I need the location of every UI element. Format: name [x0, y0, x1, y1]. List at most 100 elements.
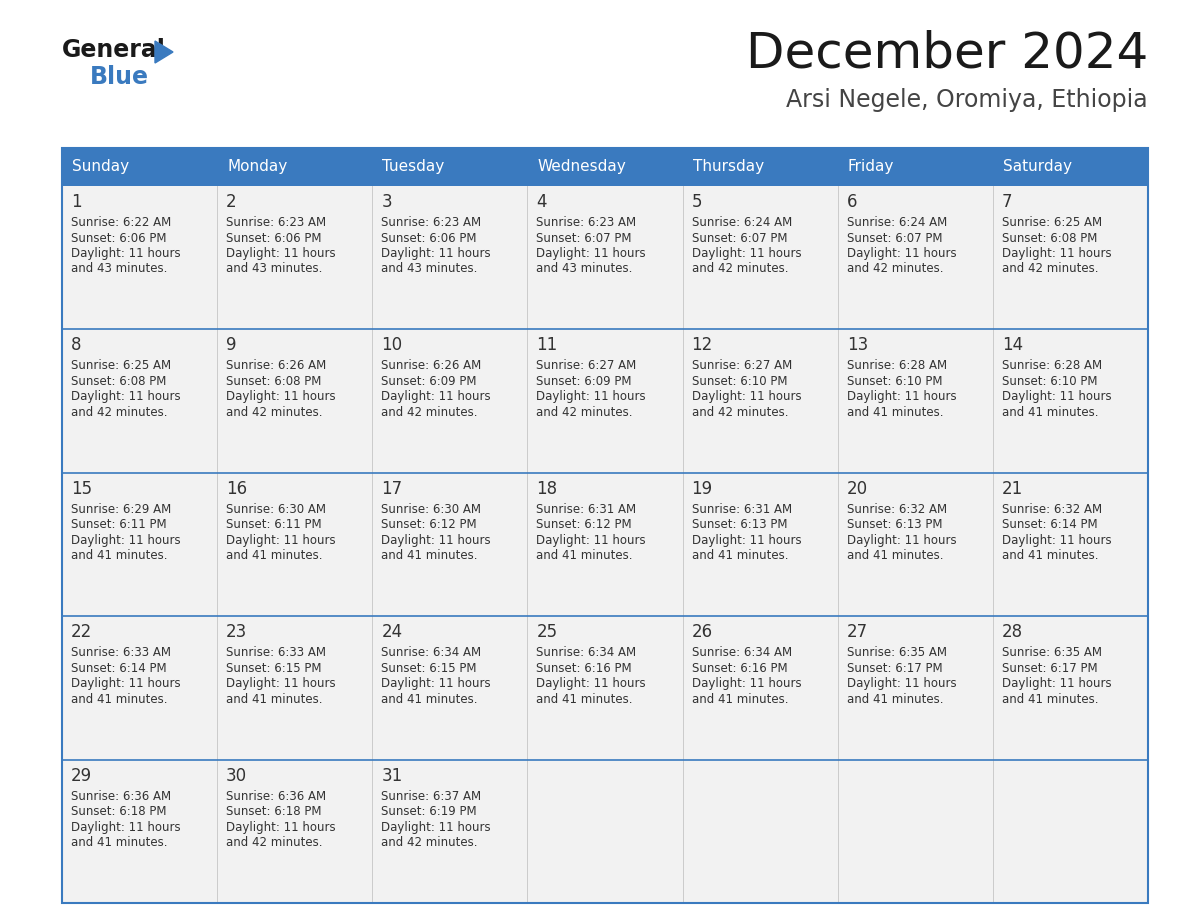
Text: Sunset: 6:16 PM: Sunset: 6:16 PM	[537, 662, 632, 675]
Text: Sunrise: 6:28 AM: Sunrise: 6:28 AM	[847, 360, 947, 373]
Text: 21: 21	[1001, 480, 1023, 498]
Text: 24: 24	[381, 623, 403, 641]
Text: Daylight: 11 hours: Daylight: 11 hours	[691, 677, 801, 690]
Text: Daylight: 11 hours: Daylight: 11 hours	[381, 247, 491, 260]
Text: Daylight: 11 hours: Daylight: 11 hours	[226, 247, 336, 260]
Text: Daylight: 11 hours: Daylight: 11 hours	[1001, 390, 1112, 403]
Text: General: General	[62, 38, 166, 62]
Text: 12: 12	[691, 336, 713, 354]
Text: Sunrise: 6:34 AM: Sunrise: 6:34 AM	[691, 646, 791, 659]
Text: 30: 30	[226, 767, 247, 785]
Text: Sunrise: 6:28 AM: Sunrise: 6:28 AM	[1001, 360, 1102, 373]
Text: and 41 minutes.: and 41 minutes.	[71, 549, 168, 563]
Text: 17: 17	[381, 480, 403, 498]
Text: and 43 minutes.: and 43 minutes.	[537, 263, 633, 275]
Text: Sunrise: 6:26 AM: Sunrise: 6:26 AM	[381, 360, 481, 373]
Text: Sunset: 6:19 PM: Sunset: 6:19 PM	[381, 805, 476, 818]
Text: Sunday: Sunday	[72, 160, 129, 174]
Text: 20: 20	[847, 480, 868, 498]
Text: Daylight: 11 hours: Daylight: 11 hours	[71, 247, 181, 260]
Text: and 41 minutes.: and 41 minutes.	[1001, 406, 1099, 419]
Text: and 43 minutes.: and 43 minutes.	[71, 263, 168, 275]
Text: Sunrise: 6:29 AM: Sunrise: 6:29 AM	[71, 503, 171, 516]
Text: Sunset: 6:09 PM: Sunset: 6:09 PM	[537, 375, 632, 388]
Text: Daylight: 11 hours: Daylight: 11 hours	[847, 247, 956, 260]
Text: 22: 22	[71, 623, 93, 641]
Text: Daylight: 11 hours: Daylight: 11 hours	[691, 390, 801, 403]
Text: 15: 15	[71, 480, 93, 498]
Bar	[62, 186, 217, 330]
Text: Sunset: 6:10 PM: Sunset: 6:10 PM	[1001, 375, 1098, 388]
Text: Daylight: 11 hours: Daylight: 11 hours	[381, 390, 491, 403]
Text: and 42 minutes.: and 42 minutes.	[381, 836, 478, 849]
Bar	[62, 148, 1148, 186]
Bar	[993, 186, 1148, 330]
Text: Sunset: 6:07 PM: Sunset: 6:07 PM	[691, 231, 788, 244]
Text: Sunset: 6:17 PM: Sunset: 6:17 PM	[847, 662, 942, 675]
Text: 19: 19	[691, 480, 713, 498]
Text: 16: 16	[226, 480, 247, 498]
Bar	[372, 759, 527, 903]
Text: and 42 minutes.: and 42 minutes.	[226, 836, 323, 849]
Bar	[527, 330, 683, 473]
Bar	[683, 616, 838, 759]
Text: 6: 6	[847, 193, 858, 211]
Text: Monday: Monday	[227, 160, 287, 174]
Text: Daylight: 11 hours: Daylight: 11 hours	[381, 821, 491, 834]
Text: Sunrise: 6:23 AM: Sunrise: 6:23 AM	[537, 216, 637, 229]
Text: Sunset: 6:06 PM: Sunset: 6:06 PM	[381, 231, 476, 244]
Bar	[62, 616, 217, 759]
Text: and 43 minutes.: and 43 minutes.	[226, 263, 322, 275]
Bar	[372, 473, 527, 616]
Text: and 41 minutes.: and 41 minutes.	[1001, 549, 1099, 563]
Text: Daylight: 11 hours: Daylight: 11 hours	[847, 677, 956, 690]
Text: Sunset: 6:15 PM: Sunset: 6:15 PM	[226, 662, 322, 675]
Polygon shape	[154, 41, 173, 63]
Text: Daylight: 11 hours: Daylight: 11 hours	[847, 390, 956, 403]
Text: Sunset: 6:14 PM: Sunset: 6:14 PM	[1001, 519, 1098, 532]
Text: Sunrise: 6:25 AM: Sunrise: 6:25 AM	[1001, 216, 1102, 229]
Bar	[838, 473, 993, 616]
Text: 28: 28	[1001, 623, 1023, 641]
Text: Daylight: 11 hours: Daylight: 11 hours	[381, 677, 491, 690]
Text: 3: 3	[381, 193, 392, 211]
Text: Thursday: Thursday	[693, 160, 764, 174]
Bar	[838, 330, 993, 473]
Text: Sunrise: 6:25 AM: Sunrise: 6:25 AM	[71, 360, 171, 373]
Text: Sunset: 6:12 PM: Sunset: 6:12 PM	[537, 519, 632, 532]
Text: Daylight: 11 hours: Daylight: 11 hours	[537, 390, 646, 403]
Text: Sunset: 6:09 PM: Sunset: 6:09 PM	[381, 375, 476, 388]
Bar	[217, 759, 372, 903]
Text: Daylight: 11 hours: Daylight: 11 hours	[226, 677, 336, 690]
Bar	[217, 186, 372, 330]
Bar	[527, 759, 683, 903]
Text: and 42 minutes.: and 42 minutes.	[691, 263, 788, 275]
Text: 13: 13	[847, 336, 868, 354]
Text: Sunrise: 6:31 AM: Sunrise: 6:31 AM	[691, 503, 791, 516]
Text: Sunset: 6:10 PM: Sunset: 6:10 PM	[847, 375, 942, 388]
Text: Daylight: 11 hours: Daylight: 11 hours	[226, 533, 336, 547]
Text: 7: 7	[1001, 193, 1012, 211]
Text: Sunrise: 6:34 AM: Sunrise: 6:34 AM	[537, 646, 637, 659]
Text: Daylight: 11 hours: Daylight: 11 hours	[71, 677, 181, 690]
Text: Sunrise: 6:35 AM: Sunrise: 6:35 AM	[1001, 646, 1101, 659]
Text: Daylight: 11 hours: Daylight: 11 hours	[1001, 247, 1112, 260]
Text: Sunrise: 6:24 AM: Sunrise: 6:24 AM	[691, 216, 792, 229]
Bar	[527, 473, 683, 616]
Text: Sunrise: 6:33 AM: Sunrise: 6:33 AM	[71, 646, 171, 659]
Text: Daylight: 11 hours: Daylight: 11 hours	[71, 533, 181, 547]
Bar	[217, 616, 372, 759]
Text: Sunrise: 6:23 AM: Sunrise: 6:23 AM	[381, 216, 481, 229]
Bar	[838, 186, 993, 330]
Text: and 43 minutes.: and 43 minutes.	[381, 263, 478, 275]
Text: Sunset: 6:16 PM: Sunset: 6:16 PM	[691, 662, 788, 675]
Text: Daylight: 11 hours: Daylight: 11 hours	[226, 821, 336, 834]
Text: Blue: Blue	[90, 65, 148, 89]
Bar	[372, 186, 527, 330]
Text: 23: 23	[226, 623, 247, 641]
Text: Sunset: 6:06 PM: Sunset: 6:06 PM	[71, 231, 166, 244]
Text: Sunrise: 6:23 AM: Sunrise: 6:23 AM	[226, 216, 327, 229]
Text: 26: 26	[691, 623, 713, 641]
Bar	[993, 759, 1148, 903]
Text: Sunset: 6:11 PM: Sunset: 6:11 PM	[71, 519, 166, 532]
